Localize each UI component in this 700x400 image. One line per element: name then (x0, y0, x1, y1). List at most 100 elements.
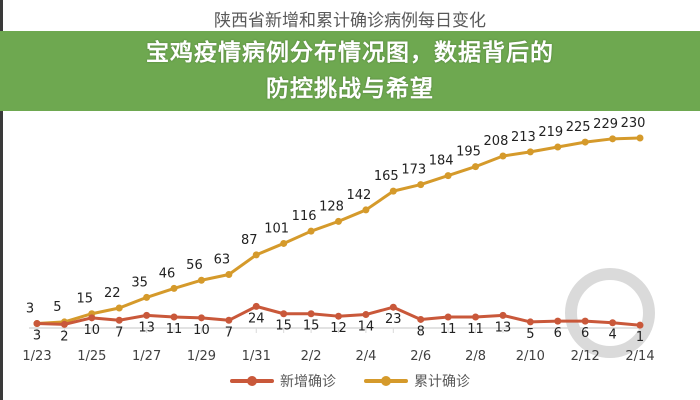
data-label: 15 (77, 292, 94, 307)
data-point (444, 313, 452, 321)
data-point (609, 135, 617, 143)
data-point (143, 311, 151, 319)
data-point (636, 134, 644, 142)
data-label: 22 (104, 286, 121, 301)
series-line-cumulative (36, 136, 641, 326)
data-point (499, 311, 507, 319)
data-label: 23 (385, 312, 402, 327)
headline-banner (0, 31, 700, 111)
x-tick-label: 1/25 (77, 349, 106, 364)
data-point (115, 316, 123, 324)
data-point (526, 318, 534, 326)
data-point (88, 314, 96, 322)
headline-line-1: 宝鸡疫情病例分布情况图，数据背后的 (146, 40, 554, 66)
x-tick-label: 1/29 (187, 349, 216, 364)
data-label: 5 (53, 300, 61, 315)
legend-item-daily: 新增确诊 (230, 371, 336, 391)
legend-swatch-daily (230, 376, 274, 386)
data-point (225, 271, 233, 279)
data-label: 229 (593, 117, 618, 132)
data-label: 11 (440, 322, 457, 337)
data-point (581, 317, 589, 325)
data-label: 8 (417, 324, 425, 339)
data-point (362, 206, 370, 214)
data-label: 24 (248, 311, 265, 326)
data-point (554, 317, 562, 325)
data-label: 3 (26, 302, 34, 317)
data-label: 6 (581, 326, 589, 341)
data-point (280, 310, 288, 318)
data-point (389, 187, 397, 195)
x-tick-label: 2/4 (355, 349, 376, 364)
data-label: 15 (303, 319, 320, 334)
data-point (554, 143, 562, 151)
data-point (362, 311, 370, 319)
data-label: 1 (636, 330, 644, 345)
data-label: 35 (131, 275, 148, 290)
data-label: 173 (401, 163, 426, 178)
x-tick-label: 1/23 (22, 349, 51, 364)
data-point (472, 163, 480, 171)
data-label: 12 (330, 321, 347, 336)
data-point (197, 276, 205, 284)
data-point (526, 148, 534, 156)
data-point (170, 313, 178, 321)
data-label: 5 (526, 327, 534, 342)
data-label: 15 (275, 319, 292, 334)
legend-swatch-cumulative (364, 376, 408, 386)
data-label: 56 (186, 258, 203, 273)
chart-title: 陕西省新增和累计确诊病例每日变化 (214, 11, 486, 31)
legend: 新增确诊 累计确诊 (0, 371, 700, 391)
data-point (280, 239, 288, 247)
data-label: 208 (484, 134, 509, 149)
data-label: 14 (358, 320, 375, 335)
data-label: 13 (138, 320, 155, 335)
data-label: 13 (495, 320, 512, 335)
x-tick-label: 2/10 (516, 349, 545, 364)
data-point (389, 303, 397, 311)
data-label: 213 (511, 130, 536, 145)
headline-text: 宝鸡疫情病例分布情况图，数据背后的 防控挑战与希望 (0, 35, 700, 107)
data-label: 6 (554, 326, 562, 341)
x-tick-label: 2/2 (301, 349, 322, 364)
data-point (417, 181, 425, 189)
data-label: 10 (193, 323, 210, 338)
data-label: 11 (166, 322, 183, 337)
legend-label-daily: 新增确诊 (280, 374, 336, 390)
legend-label-cumulative: 累计确诊 (414, 374, 470, 390)
x-tick-label: 2/12 (571, 349, 600, 364)
data-label: 3 (33, 329, 41, 344)
data-point (472, 313, 480, 321)
data-point (197, 314, 205, 322)
data-point (444, 172, 452, 180)
data-label: 165 (374, 169, 399, 184)
left-border (0, 0, 3, 400)
data-label: 7 (115, 325, 123, 340)
data-point (115, 304, 123, 312)
x-tick-label: 2/14 (625, 349, 654, 364)
legend-item-cumulative: 累计确诊 (364, 371, 470, 391)
data-label: 184 (429, 154, 454, 169)
data-point (170, 284, 178, 292)
data-label: 2 (60, 329, 68, 344)
data-label: 195 (456, 145, 481, 160)
data-label: 7 (225, 325, 233, 340)
data-label: 230 (621, 116, 646, 131)
data-point (307, 227, 315, 235)
data-point (252, 302, 260, 310)
data-label: 116 (292, 209, 317, 224)
data-label: 219 (538, 125, 563, 140)
data-point (609, 319, 617, 327)
data-point (335, 217, 342, 225)
data-label: 4 (608, 328, 616, 343)
data-point (225, 316, 233, 324)
x-tick-label: 2/8 (465, 349, 486, 364)
data-label: 225 (566, 120, 591, 135)
data-point (307, 310, 315, 318)
data-label: 63 (214, 253, 231, 268)
headline-line-2: 防控挑战与希望 (266, 76, 434, 102)
data-label: 10 (84, 323, 101, 338)
x-tick-label: 2/6 (410, 349, 431, 364)
data-point (636, 321, 644, 329)
